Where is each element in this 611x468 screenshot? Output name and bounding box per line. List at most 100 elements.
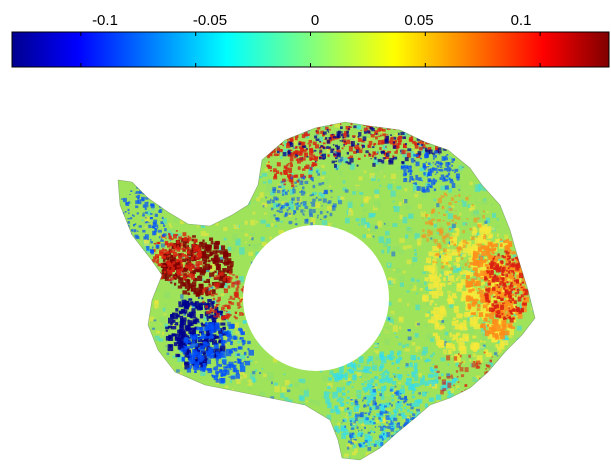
map-speckle [181, 347, 187, 353]
map-speckle [466, 275, 470, 279]
map-speckle [416, 279, 420, 283]
map-speckle [205, 287, 208, 290]
map-speckle [234, 436, 238, 439]
map-speckle [456, 277, 459, 282]
map-speckle [510, 313, 514, 315]
map-speckle [188, 352, 192, 356]
map-speckle [520, 286, 522, 289]
map-speckle [450, 416, 453, 419]
map-speckle [181, 191, 186, 196]
map-speckle [374, 168, 378, 172]
map-speckle [200, 230, 207, 237]
map-speckle [235, 373, 240, 379]
map-speckle [376, 162, 380, 165]
map-speckle [508, 316, 511, 318]
map-speckle [202, 391, 206, 395]
map-speckle [163, 313, 167, 316]
map-speckle [480, 299, 486, 304]
map-speckle [448, 219, 451, 224]
map-speckle [408, 444, 413, 450]
map-speckle [175, 353, 180, 358]
map-speckle [436, 232, 440, 235]
map-speckle [214, 335, 220, 339]
map-speckle [197, 275, 203, 281]
map-speckle [142, 212, 145, 214]
map-speckle [412, 178, 415, 181]
map-speckle [424, 130, 428, 134]
map-speckle [455, 406, 457, 409]
map-speckle [415, 346, 421, 352]
map-speckle [416, 441, 422, 446]
map-speckle [499, 238, 503, 241]
map-speckle [143, 326, 150, 333]
map-speckle [494, 301, 497, 304]
map-speckle [438, 339, 445, 348]
map-speckle [308, 435, 312, 438]
map-speckle [175, 181, 180, 185]
map-speckle [448, 349, 452, 354]
map-speckle [428, 434, 434, 440]
map-speckle [212, 271, 215, 274]
map-speckle [364, 381, 367, 383]
map-speckle [451, 377, 457, 382]
map-speckle [203, 260, 207, 264]
map-speckle [470, 246, 477, 254]
map-speckle [473, 323, 481, 330]
map-speckle [464, 312, 470, 318]
map-speckle [338, 365, 344, 373]
map-speckle [452, 398, 457, 403]
map-speckle [485, 298, 489, 303]
map-speckle [521, 308, 527, 313]
map-speckle [132, 342, 136, 346]
map-speckle [148, 190, 152, 195]
map-speckle [244, 360, 251, 366]
map-speckle [238, 297, 241, 299]
map-speckle [415, 174, 419, 178]
map-speckle [392, 409, 396, 413]
map-speckle [192, 269, 196, 274]
map-speckle [233, 315, 236, 318]
map-speckle [209, 276, 212, 279]
map-speckle [174, 218, 178, 223]
map-speckle [137, 199, 142, 204]
map-speckle [213, 276, 216, 279]
map-speckle [299, 400, 304, 406]
map-speckle [325, 398, 331, 404]
map-speckle [367, 228, 370, 231]
map-speckle [181, 357, 186, 361]
map-speckle [212, 207, 218, 213]
map-speckle [359, 376, 362, 378]
map-speckle [201, 358, 208, 366]
map-speckle [426, 213, 431, 217]
map-speckle [396, 397, 399, 400]
map-speckle [317, 173, 321, 176]
map-speckle [197, 225, 200, 228]
map-speckle [322, 153, 326, 159]
map-speckle [451, 164, 453, 167]
map-speckle [197, 247, 201, 251]
map-speckle [134, 234, 139, 238]
map-speckle [161, 252, 164, 255]
map-speckle [297, 178, 300, 182]
map-speckle [472, 401, 477, 408]
map-speckle [443, 242, 446, 244]
map-speckle [240, 147, 244, 152]
map-speckle [143, 239, 149, 246]
map-speckle [505, 198, 509, 203]
map-speckle [409, 169, 413, 173]
map-speckle [256, 196, 260, 202]
map-speckle [168, 223, 171, 226]
map-speckle [377, 179, 380, 182]
map-speckle [433, 188, 437, 192]
map-speckle [496, 290, 498, 292]
map-speckle [494, 247, 497, 251]
map-speckle [422, 147, 425, 149]
map-speckle [509, 300, 513, 303]
map-speckle [138, 304, 144, 309]
map-speckle [434, 173, 437, 175]
map-speckle [214, 254, 219, 258]
map-speckle [284, 418, 290, 425]
map-speckle [474, 184, 481, 192]
map-speckle [368, 395, 374, 401]
map-speckle [392, 141, 396, 144]
